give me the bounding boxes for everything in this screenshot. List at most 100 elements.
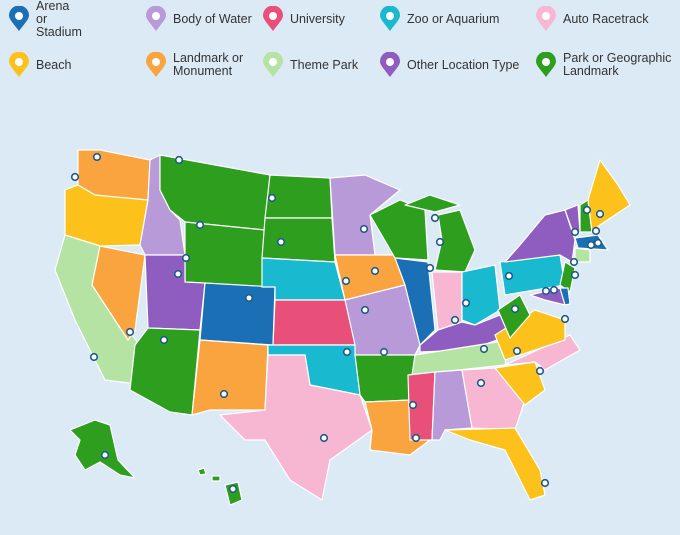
pin [476, 378, 486, 388]
legend-item: Arena or Stadium [8, 0, 82, 38]
legend-item: Landmark or Monument [145, 52, 291, 78]
pin [435, 237, 445, 247]
pin [430, 213, 440, 223]
pin [370, 266, 380, 276]
legend-label: Park or Geographic Landmark [563, 51, 672, 78]
pin [89, 352, 99, 362]
state [219, 354, 373, 501]
legend-label: Auto Racetrack [563, 11, 649, 26]
legend-item: Auto Racetrack [535, 6, 648, 32]
legend-item: University [262, 6, 345, 32]
state [261, 217, 336, 263]
state [354, 354, 416, 403]
state [211, 475, 221, 482]
pin [479, 344, 489, 354]
pin [276, 237, 286, 247]
pin [379, 347, 389, 357]
legend-label: University [290, 11, 345, 26]
legend-label: Body of Water [173, 11, 252, 26]
legend-item: Park or Geographic Landmark [535, 52, 680, 78]
legend-label: Landmark or Monument [173, 51, 244, 78]
pin [195, 220, 205, 230]
pin [70, 172, 80, 182]
pin [174, 155, 184, 165]
legend-label: Zoo or Aquarium [407, 11, 500, 26]
legend-pin [380, 6, 400, 31]
pin [586, 240, 596, 250]
legend-pin [146, 6, 166, 31]
pin [541, 286, 551, 296]
pin [595, 209, 605, 219]
legend-pin [263, 6, 283, 31]
state [497, 294, 531, 339]
pin [159, 335, 169, 345]
pin [582, 205, 592, 215]
legend-pin [536, 6, 556, 31]
state [404, 194, 461, 213]
pin [570, 270, 580, 280]
state [272, 299, 356, 346]
pin [408, 400, 418, 410]
pin [359, 224, 369, 234]
state [199, 282, 276, 346]
legend-label: Other Location Type [407, 57, 520, 72]
state [444, 427, 546, 501]
legend-label: Beach [36, 57, 72, 72]
pin [593, 238, 603, 248]
legend-pin [146, 52, 166, 77]
pin [360, 305, 370, 315]
legend-item: Beach [8, 52, 72, 78]
legend-label: Arena or Stadium [36, 0, 82, 39]
pin [100, 450, 110, 460]
state [69, 419, 136, 479]
pin [92, 152, 102, 162]
pin [411, 433, 421, 443]
pin [560, 314, 570, 324]
pin [569, 257, 579, 267]
state [559, 287, 571, 306]
state [129, 327, 201, 416]
legend-pin [9, 52, 29, 77]
state [461, 264, 501, 326]
state [494, 361, 546, 406]
pin [342, 347, 352, 357]
pin [319, 433, 329, 443]
legend-item: Theme Park [262, 52, 358, 78]
pin [450, 315, 460, 325]
state [261, 257, 346, 301]
state [197, 467, 207, 476]
legend-pin [536, 52, 556, 77]
pin [549, 285, 559, 295]
legend-label: Theme Park [290, 57, 359, 72]
legend-item: Zoo or Aquarium [379, 6, 499, 32]
pin [181, 253, 191, 263]
pin [228, 484, 238, 494]
state [191, 339, 269, 416]
legend-pin [9, 6, 29, 31]
state [504, 209, 576, 263]
state [369, 199, 429, 261]
pin [540, 478, 550, 488]
state [184, 221, 266, 288]
pin [125, 327, 135, 337]
pins [70, 152, 605, 494]
state [574, 247, 591, 263]
pin [244, 293, 254, 303]
pin [173, 269, 183, 279]
state [559, 261, 576, 293]
pin [535, 366, 545, 376]
pin [510, 304, 520, 314]
state [394, 257, 436, 346]
pin [425, 263, 435, 273]
pin [341, 276, 351, 286]
pin [570, 227, 580, 237]
legend-pin [263, 52, 283, 77]
pin [219, 389, 229, 399]
pin [461, 298, 471, 308]
legend-item: Other Location Type [379, 52, 519, 78]
state [587, 159, 631, 233]
pin [504, 271, 514, 281]
legend-pin [380, 52, 400, 77]
pin [591, 226, 601, 236]
